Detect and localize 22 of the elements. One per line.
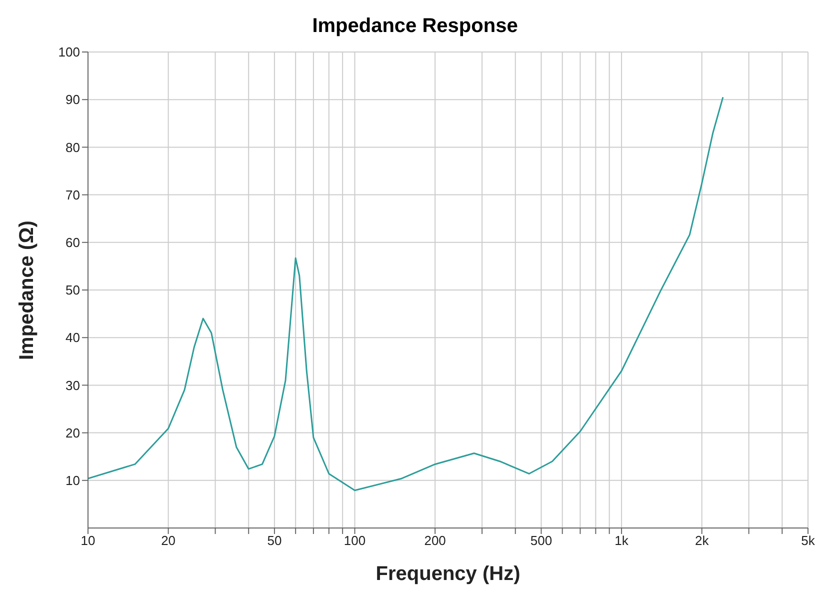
y-tick-label: 10 [66, 473, 80, 488]
y-tick-label: 100 [58, 44, 80, 60]
x-tick-label: 500 [530, 533, 552, 548]
x-tick-label: 20 [161, 533, 176, 548]
x-tick-label: 1k [614, 533, 629, 548]
y-axis-title: Impedance (Ω) [16, 220, 38, 360]
y-tick-label: 80 [66, 140, 80, 155]
y-tick-label: 40 [66, 330, 80, 346]
x-axis-title: Frequency (Hz) [376, 563, 520, 585]
x-tick-label: 10 [80, 533, 96, 548]
x-tick-label: 5k [801, 533, 816, 548]
y-tick-label: 90 [66, 92, 80, 108]
y-tick-label: 30 [66, 378, 80, 393]
x-tick-label: 2k [694, 533, 710, 548]
y-tick-label: 60 [66, 235, 80, 250]
y-tick-label: 70 [66, 187, 80, 202]
y-tick-label: 50 [66, 282, 80, 298]
y-tick-label: 20 [66, 425, 80, 440]
chart-title: Impedance Response [311, 14, 519, 39]
x-tick-label: 100 [344, 533, 366, 548]
x-tick-label: 200 [424, 533, 446, 548]
x-tick-label: 50 [267, 533, 282, 548]
